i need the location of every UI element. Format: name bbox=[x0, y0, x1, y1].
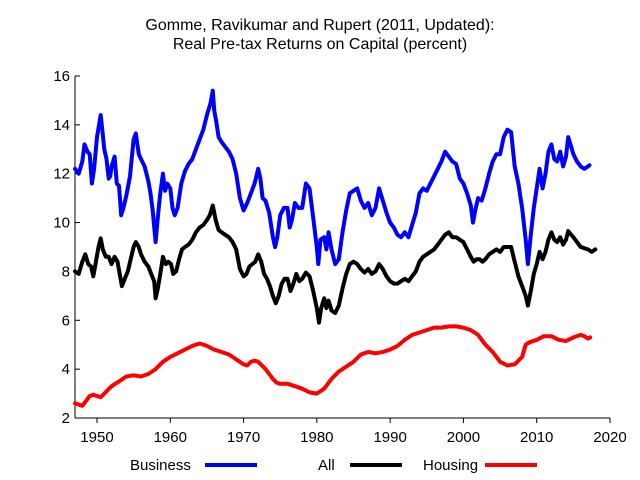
y-tick-label: 8 bbox=[62, 263, 70, 280]
series-line-all bbox=[73, 203, 598, 325]
x-tick-label: 2000 bbox=[447, 429, 480, 446]
chart-subtitle: Real Pre-tax Returns on Capital (percent… bbox=[172, 36, 468, 53]
x-tick-label: 2010 bbox=[520, 429, 553, 446]
y-tick-label: 12 bbox=[53, 166, 70, 183]
x-tick-label: 1970 bbox=[227, 429, 260, 446]
x-tick-label: 2020 bbox=[593, 429, 626, 446]
legend-label-business: Business bbox=[130, 457, 191, 474]
series-line-housing bbox=[73, 324, 593, 408]
series-line-business bbox=[73, 88, 592, 267]
chart-title: Gomme, Ravikumar and Rupert (2011, Updat… bbox=[145, 17, 495, 34]
y-tick-label: 16 bbox=[53, 68, 70, 85]
y-tick-label: 6 bbox=[62, 312, 70, 329]
legend-label-housing: Housing bbox=[423, 457, 478, 474]
x-tick-label: 1990 bbox=[373, 429, 406, 446]
y-tick-label: 14 bbox=[53, 117, 70, 134]
y-tick-label: 4 bbox=[62, 361, 70, 378]
x-tick-label: 1980 bbox=[300, 429, 333, 446]
legend-label-all: All bbox=[318, 457, 335, 474]
y-tick-label: 2 bbox=[62, 410, 70, 427]
y-tick-label: 10 bbox=[53, 215, 70, 232]
x-tick-label: 1960 bbox=[154, 429, 187, 446]
x-tick-label: 1950 bbox=[80, 429, 113, 446]
